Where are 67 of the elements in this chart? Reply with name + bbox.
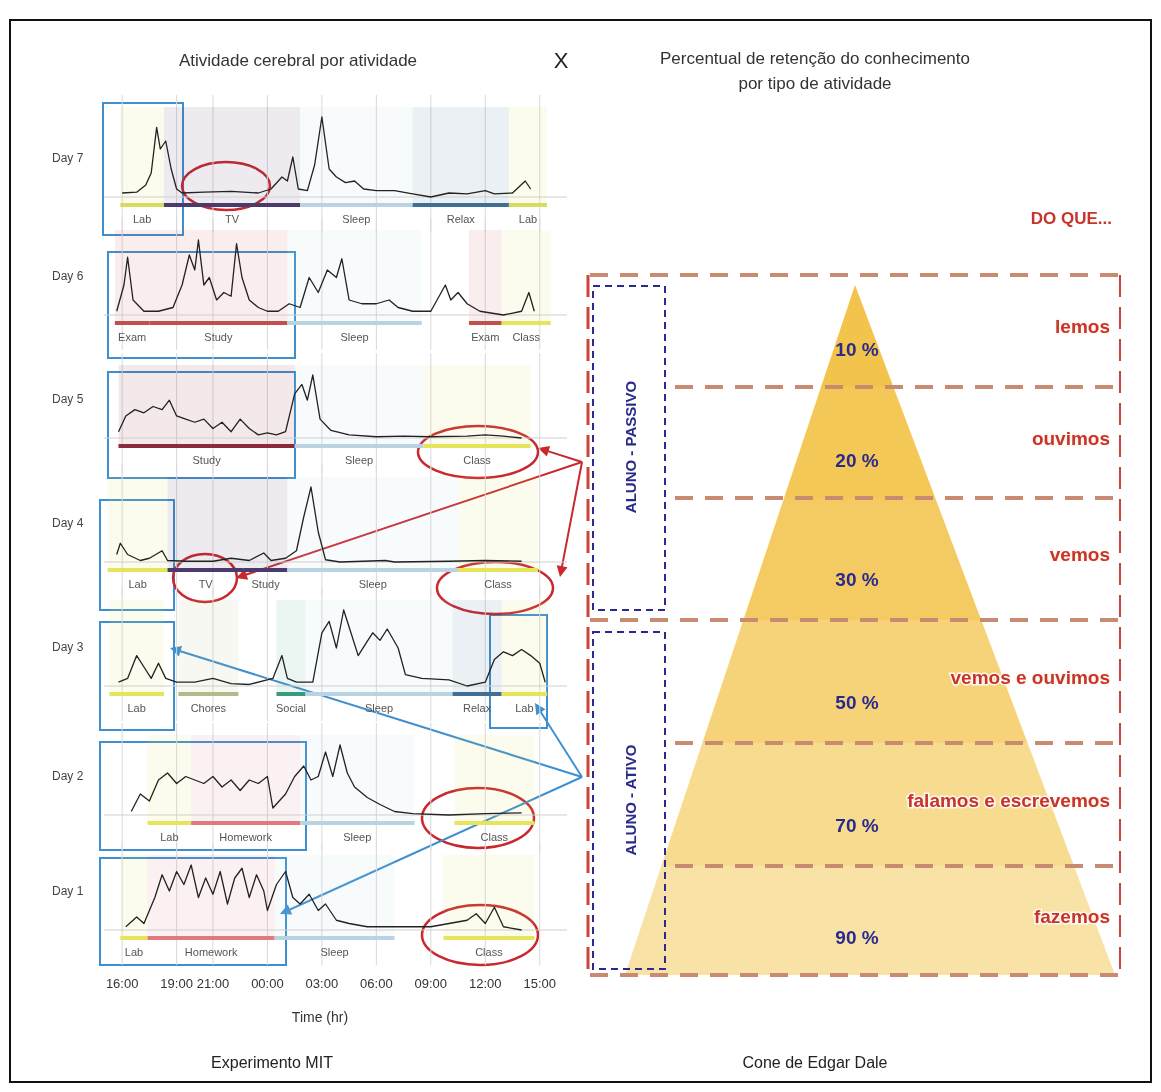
legend-label: Lab [160, 831, 179, 843]
band-label: Sleep [358, 578, 387, 590]
band-label: TV [224, 213, 240, 225]
band-label: Study [204, 331, 233, 343]
band-label: Sleep [340, 331, 369, 343]
category-label: fazemos [1033, 905, 1110, 927]
legend-label: Exam [471, 331, 500, 343]
legend-label: Study [251, 578, 281, 590]
legend-label: Lab [518, 213, 538, 225]
text: ALUNO - ATIVO [621, 744, 639, 856]
x-tick-label: 16:00 [105, 976, 139, 991]
y-axis-title: Day 1 [52, 884, 84, 898]
band-label: Sleep [320, 946, 349, 958]
legend-label: Class [512, 331, 541, 343]
text: Percentual de retenção do conhecimento por tipo de atividade [660, 49, 970, 93]
x-tick-label: 00:00 [251, 976, 284, 991]
text: ALUNO - PASSIVO [621, 380, 639, 514]
data-label: 20 % [835, 449, 879, 471]
text: DO QUE... [1030, 209, 1112, 228]
y-axis-title: Day 5 [52, 392, 84, 406]
y-axis-title: Day 3 [52, 640, 84, 654]
band-label: Study [192, 454, 222, 466]
x-tick-label: 19:00 [160, 976, 193, 991]
band-label: Homework [184, 946, 238, 958]
band-label: Sleep [345, 454, 374, 466]
legend-label: Lab [127, 702, 146, 714]
y-axis-title: Day 2 [52, 769, 84, 783]
text: X [553, 48, 569, 73]
category-label: ouvimos [1031, 427, 1110, 449]
legend-label: Social [276, 702, 306, 714]
x-tick-label: 12:00 [469, 976, 502, 991]
band-label: Class [484, 578, 513, 590]
band-label: Class [480, 831, 509, 843]
x-axis-title: Time (hr) [291, 1009, 349, 1025]
x-tick-label: 03:00 [305, 976, 339, 991]
band-label: Sleep [343, 831, 372, 843]
legend-label: Lab [124, 946, 144, 958]
legend-label: Lab [515, 702, 534, 714]
y-axis-title: Day 4 [52, 516, 84, 530]
data-label: 90 % [835, 927, 879, 949]
band-label: Class [475, 946, 504, 958]
y-axis-title: Day 6 [52, 269, 84, 283]
data-label: 30 % [835, 568, 879, 590]
chart-title: Atividade cerebral por atividade [178, 51, 418, 70]
data-label: 10 % [835, 338, 879, 360]
band-label: Lab [128, 578, 147, 590]
text: Experimento MIT [211, 1054, 334, 1071]
legend-label: Exam [118, 331, 147, 343]
x-tick-label: 21:00 [196, 976, 230, 991]
legend-label: Lab [132, 213, 152, 225]
data-label: 50 % [835, 691, 879, 713]
x-tick-label: 09:00 [414, 976, 448, 991]
x-tick-label: 06:00 [360, 976, 393, 991]
band-label: TV [198, 578, 214, 590]
data-label: 70 % [835, 814, 879, 836]
category-label: vemos [1049, 544, 1110, 566]
x-tick-label: 15:00 [523, 976, 557, 991]
band-label: Chores [190, 702, 227, 714]
category-label: falamos e escrevemos [907, 789, 1110, 811]
band-label: Sleep [342, 213, 371, 225]
category-label: lemos [1055, 316, 1110, 338]
band-label: Class [463, 454, 492, 466]
band-label: Sleep [365, 702, 394, 714]
y-axis-title: Day 7 [52, 151, 84, 165]
band-label: Homework [219, 831, 273, 843]
text: Cone de Edgar Dale [742, 1054, 888, 1071]
band-label: Relax [446, 213, 476, 225]
